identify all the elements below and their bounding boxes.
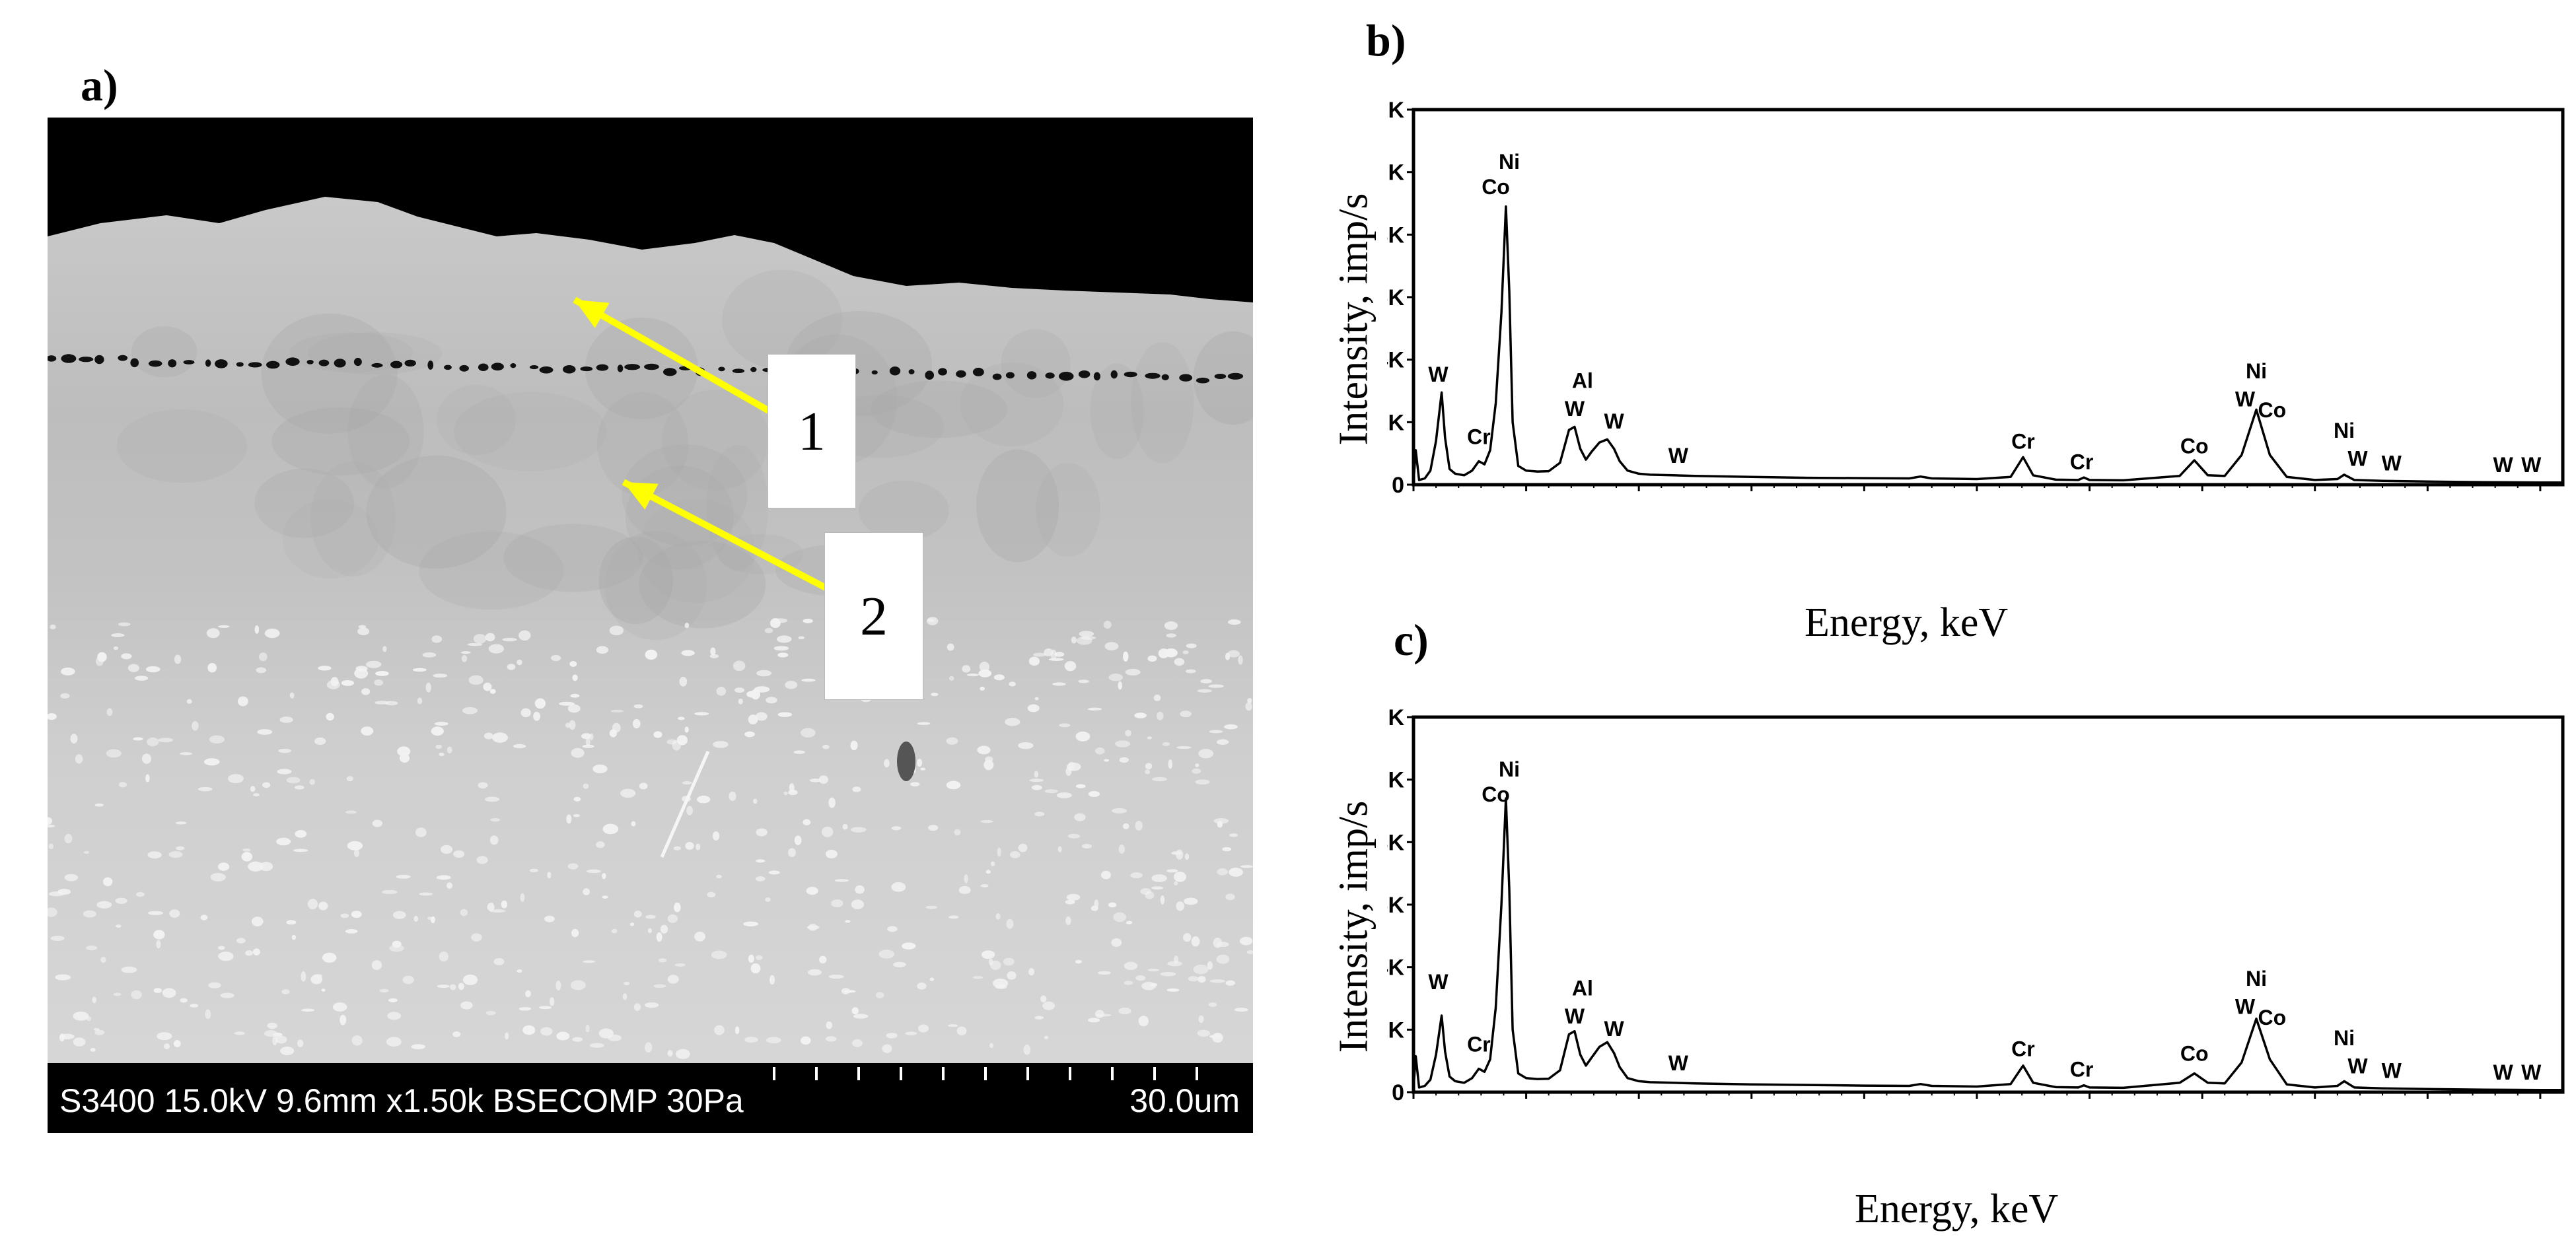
peak-label: Co bbox=[1482, 175, 1510, 199]
peak-label: Ni bbox=[1499, 757, 1520, 781]
peak-label: Co bbox=[2180, 434, 2209, 458]
scale-ticks bbox=[773, 1067, 1198, 1080]
y-tick-label: 12K bbox=[1387, 705, 1404, 730]
peak-label: Co bbox=[1482, 782, 1510, 806]
spectrum-chart-c: 02K4K6K8K10K12K012345678910NiCoWCrAlWWWC… bbox=[1387, 705, 2565, 1103]
sem-micrograph: S3400 15.0kV 9.6mm x1.50k BSECOMP 30Pa 3… bbox=[48, 118, 1253, 1133]
peak-label: Co bbox=[2258, 1006, 2287, 1029]
sem-image bbox=[48, 197, 1253, 1063]
y-tick-label: 12K bbox=[1387, 98, 1404, 123]
peak-label: W bbox=[2235, 388, 2256, 411]
plot-frame bbox=[1412, 715, 2565, 1094]
peak-label: Co bbox=[2258, 398, 2287, 422]
marker-1: 1 bbox=[768, 354, 856, 508]
y-axis-label-b: Intensity, imp/s bbox=[1331, 193, 1377, 446]
peak-label: W bbox=[1604, 409, 1625, 433]
x-axis-label-b: Energy, keV bbox=[1805, 600, 2009, 645]
arrow-1 bbox=[573, 296, 771, 414]
sem-info-text: S3400 15.0kV 9.6mm x1.50k BSECOMP 30Pa bbox=[59, 1082, 744, 1119]
peak-label: W bbox=[2521, 453, 2542, 477]
y-tick-label: 8K bbox=[1387, 223, 1404, 248]
peak-label: W bbox=[2382, 452, 2402, 475]
y-tick-label: 2K bbox=[1387, 410, 1404, 435]
peak-label: W bbox=[2493, 453, 2513, 477]
peak-label: W bbox=[1565, 397, 1585, 421]
peak-label: Co bbox=[2180, 1042, 2209, 1066]
y-tick-label: 10K bbox=[1387, 768, 1404, 793]
peak-label: W bbox=[1428, 363, 1449, 386]
marker-2: 2 bbox=[824, 532, 923, 700]
panel-label-a: a) bbox=[81, 60, 118, 110]
spectrum-chart-b: 02K4K6K8K10K12K012345678910NiCoWCrAlWWWC… bbox=[1387, 98, 2565, 495]
panel-label-c: c) bbox=[1394, 615, 1429, 665]
peak-label: W bbox=[2493, 1060, 2513, 1084]
peak-label: W bbox=[1565, 1004, 1585, 1028]
dark-spot bbox=[897, 742, 915, 781]
y-tick-label: 6K bbox=[1387, 893, 1404, 918]
peak-label: Cr bbox=[1467, 1032, 1491, 1056]
y-tick-label: 6K bbox=[1387, 285, 1404, 310]
y-tick-label: 4K bbox=[1387, 348, 1404, 373]
peak-label: Cr bbox=[2070, 1057, 2094, 1081]
peak-label: Cr bbox=[1467, 425, 1491, 448]
arrow-2 bbox=[622, 479, 828, 591]
peak-label: Ni bbox=[2334, 419, 2355, 442]
y-axis-label-c: Intensity, imp/s bbox=[1331, 800, 1377, 1053]
peak-label: Cr bbox=[2070, 450, 2094, 473]
peak-label: W bbox=[2235, 995, 2256, 1019]
panel-label-b: b) bbox=[1366, 15, 1406, 65]
y-tick-label: 2K bbox=[1387, 1018, 1404, 1043]
peak-label: W bbox=[1428, 970, 1449, 994]
peak-label: Al bbox=[1572, 368, 1593, 392]
spectrum-line bbox=[1412, 205, 2563, 484]
peak-label: Ni bbox=[2246, 359, 2267, 383]
peak-label: Ni bbox=[2334, 1026, 2355, 1050]
y-tick-label: 0 bbox=[1392, 1080, 1404, 1103]
x-axis-label-c: Energy, keV bbox=[1855, 1187, 2059, 1231]
needle bbox=[660, 750, 710, 858]
peak-label: W bbox=[1668, 1051, 1689, 1075]
peak-label: Ni bbox=[1499, 150, 1520, 174]
y-tick-label: 8K bbox=[1387, 830, 1404, 855]
y-tick-label: 4K bbox=[1387, 955, 1404, 981]
plot-frame bbox=[1412, 108, 2565, 487]
peak-label: W bbox=[1668, 444, 1689, 468]
peak-label: Cr bbox=[2011, 1037, 2035, 1061]
peak-label: W bbox=[1604, 1017, 1625, 1041]
peak-label: W bbox=[2347, 447, 2368, 471]
peak-label: W bbox=[2382, 1059, 2402, 1083]
y-tick-label: 0 bbox=[1392, 473, 1404, 495]
peak-label: Cr bbox=[2011, 430, 2035, 454]
peak-label: W bbox=[2347, 1055, 2368, 1078]
peak-label: Ni bbox=[2246, 967, 2267, 990]
spectrum-line bbox=[1412, 797, 2563, 1092]
sem-scale-text: 30.0um bbox=[1129, 1082, 1240, 1119]
peak-label: W bbox=[2521, 1060, 2542, 1084]
sem-info-bar: S3400 15.0kV 9.6mm x1.50k BSECOMP 30Pa 3… bbox=[48, 1063, 1253, 1133]
y-tick-label: 10K bbox=[1387, 160, 1404, 186]
peak-label: Al bbox=[1572, 976, 1593, 1000]
